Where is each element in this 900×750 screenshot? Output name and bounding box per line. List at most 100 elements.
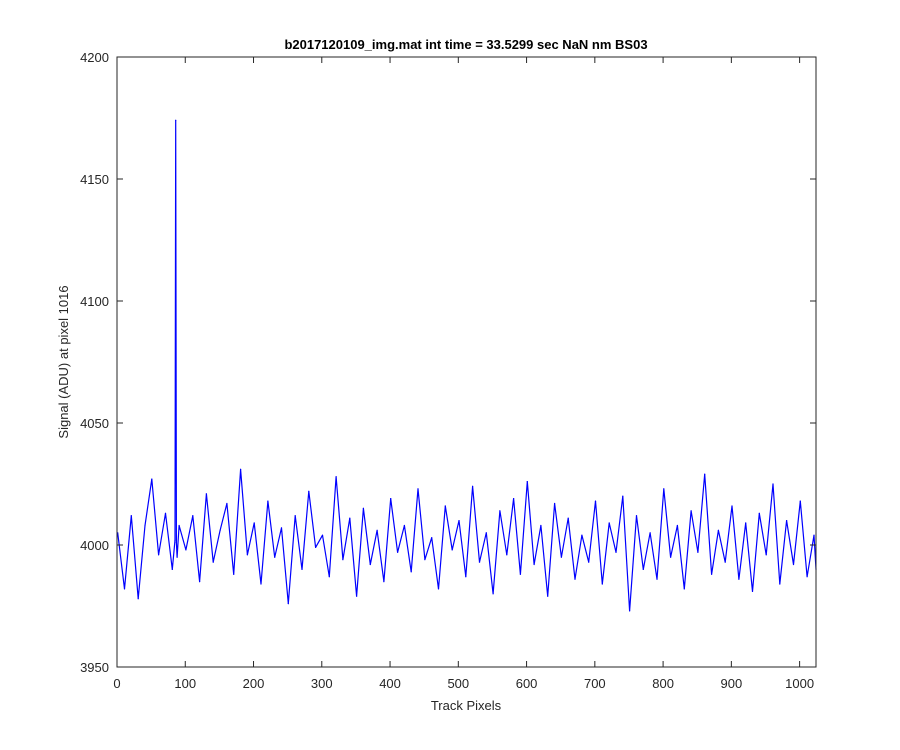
- series-line: [117, 119, 817, 612]
- data-point: [704, 473, 706, 475]
- y-tick-label: 4200: [80, 50, 109, 65]
- x-tick-label: 1000: [785, 676, 814, 691]
- data-point: [724, 561, 726, 563]
- data-point: [158, 554, 160, 556]
- data-point: [342, 559, 344, 561]
- y-axis: 3950 4000 4050 4100 4150 4200: [80, 50, 816, 675]
- data-point: [738, 578, 740, 580]
- data-point: [547, 595, 549, 597]
- data-point: [219, 529, 221, 532]
- data-point: [267, 500, 269, 502]
- y-tick-label: 4050: [80, 416, 109, 431]
- data-point: [137, 598, 139, 600]
- data-point: [431, 537, 433, 539]
- data-point: [151, 478, 153, 480]
- data-point: [635, 515, 638, 517]
- y-tick-label: 4100: [80, 294, 109, 309]
- data-point: [731, 505, 733, 507]
- data-point: [492, 593, 494, 595]
- data-point: [745, 522, 747, 524]
- data-point: [192, 515, 194, 517]
- data-point: [711, 573, 713, 575]
- x-tick-label: 600: [516, 676, 538, 691]
- data-point: [294, 515, 296, 517]
- data-point: [212, 561, 214, 563]
- data-point: [615, 551, 617, 553]
- y-axis-label: Signal (ADU) at pixel 1016: [56, 285, 71, 438]
- x-tick-label: 200: [243, 676, 265, 691]
- data-point: [233, 573, 235, 575]
- data-point: [424, 559, 426, 561]
- data-point: [772, 483, 774, 485]
- x-axis-label: Track Pixels: [431, 698, 502, 713]
- x-tick-label: 700: [584, 676, 606, 691]
- data-point: [690, 510, 692, 512]
- data-point: [458, 520, 460, 522]
- data-point: [444, 505, 446, 507]
- data-point: [806, 576, 808, 578]
- data-point: [567, 517, 569, 519]
- data-point: [376, 529, 378, 532]
- data-point: [246, 554, 248, 556]
- data-point: [629, 610, 631, 612]
- data-point: [280, 527, 283, 529]
- data-point: [670, 556, 672, 558]
- data-point: [164, 512, 167, 514]
- data-point: [608, 522, 610, 524]
- data-point: [356, 595, 358, 597]
- data-point: [792, 563, 795, 566]
- data-point: [594, 500, 597, 502]
- data-point: [260, 583, 262, 585]
- series-layer: [117, 119, 817, 612]
- data-point: [335, 476, 337, 478]
- data-point: [315, 546, 317, 549]
- data-point: [758, 512, 760, 514]
- axes-box: [116, 56, 817, 668]
- data-point: [390, 498, 392, 500]
- data-point: [649, 532, 651, 534]
- data-point: [144, 524, 146, 527]
- data-point: [185, 549, 187, 551]
- data-point: [308, 490, 310, 492]
- data-point: [663, 488, 665, 490]
- data-point: [437, 588, 440, 590]
- data-point: [175, 542, 177, 544]
- y-tick-label: 3950: [80, 660, 109, 675]
- data-point: [472, 485, 474, 487]
- data-point: [369, 563, 371, 566]
- data-point: [506, 554, 508, 556]
- x-tick-label: 100: [174, 676, 196, 691]
- data-point: [465, 576, 467, 578]
- data-point: [417, 488, 419, 490]
- data-point: [287, 603, 289, 605]
- data-point: [199, 581, 201, 583]
- x-tick-label: 900: [721, 676, 743, 691]
- plot-area: [117, 57, 816, 667]
- x-axis: 0 100 200 300 400 500 600 700 800 900 1000: [113, 57, 814, 691]
- data-point: [349, 517, 351, 519]
- data-point: [174, 539, 176, 541]
- data-point: [176, 556, 178, 558]
- data-point: [240, 468, 242, 470]
- data-point: [253, 522, 255, 524]
- chart-title: b2017120109_img.mat int time = 33.5299 s…: [284, 37, 647, 52]
- data-point: [697, 551, 699, 553]
- data-point: [765, 554, 767, 556]
- data-point: [301, 568, 303, 571]
- data-point: [123, 588, 126, 590]
- data-point: [485, 532, 487, 534]
- data-point: [205, 493, 207, 495]
- data-point: [274, 556, 276, 558]
- data-point: [799, 500, 801, 502]
- data-point: [581, 534, 583, 536]
- data-point: [526, 481, 528, 483]
- data-point: [519, 573, 522, 575]
- data-point: [499, 510, 501, 512]
- data-point: [779, 583, 781, 585]
- data-point: [574, 578, 576, 580]
- data-point: [588, 561, 590, 563]
- data-point: [676, 524, 679, 527]
- data-point: [533, 563, 535, 566]
- data-point: [226, 502, 228, 505]
